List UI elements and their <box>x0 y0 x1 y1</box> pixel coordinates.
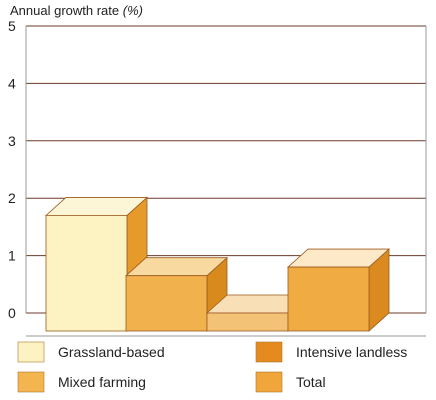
y-tick-label: 0 <box>8 305 16 321</box>
legend-label: Grassland-based <box>58 344 165 360</box>
legend-item-intensive-landless: Intensive landless <box>255 341 407 363</box>
y-tick-labels: 0 1 2 3 4 5 <box>8 18 16 321</box>
legend-item-mixed-farming: Mixed farming <box>17 371 146 393</box>
legend-swatch <box>255 371 283 393</box>
legend-item-grassland-based: Grassland-based <box>17 341 165 363</box>
legend-swatch <box>17 341 45 363</box>
bars <box>44 196 391 332</box>
bar-front-face <box>287 266 370 332</box>
y-tick-label: 2 <box>8 190 16 206</box>
legend: Grassland-based Intensive landless Mixed f… <box>17 341 407 393</box>
bar-total <box>286 248 391 332</box>
legend-swatch <box>255 341 283 363</box>
y-tick-label: 4 <box>8 75 16 91</box>
bar-front-face <box>206 312 289 332</box>
legend-swatch <box>17 371 45 393</box>
y-axis-title: Annual growth rate (%) <box>10 3 143 18</box>
legend-label: Mixed farming <box>58 374 146 390</box>
y-tick-label: 1 <box>8 248 16 264</box>
legend-label: Intensive landless <box>296 344 407 360</box>
legend-label: Total <box>296 374 326 390</box>
bar-front-face <box>125 275 208 332</box>
legend-item-total: Total <box>255 371 326 393</box>
y-tick-label: 3 <box>8 133 16 149</box>
bar-front-face <box>45 215 128 332</box>
y-tick-label: 5 <box>8 18 16 34</box>
